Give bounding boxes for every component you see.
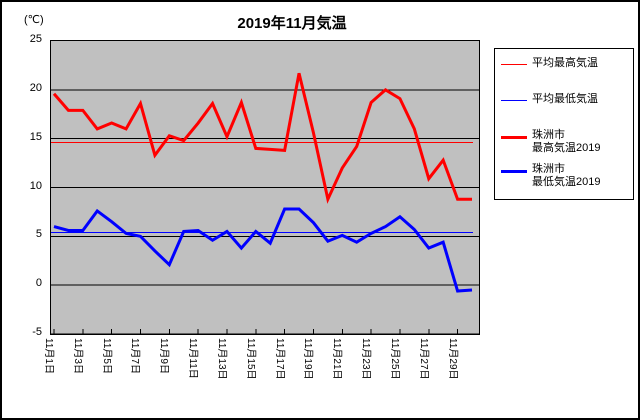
x-tick-label: 11月21日 <box>331 338 343 380</box>
plot-area <box>50 40 480 335</box>
x-tick-label: 11月13日 <box>215 338 227 380</box>
legend-item-label: 珠洲市 最高気温2019 <box>532 129 601 154</box>
x-tick-label: 11月3日 <box>71 338 83 374</box>
y-tick-label: 0 <box>35 277 42 290</box>
legend-item-label: 珠洲市 最低気温2019 <box>532 163 601 188</box>
x-tick-label: 11月9日 <box>158 338 170 374</box>
x-tick-label: 11月15日 <box>244 338 256 380</box>
x-tick-label: 11月27日 <box>417 338 429 380</box>
line-swatch-icon <box>501 64 527 65</box>
x-tick-label: 11月25日 <box>388 338 400 380</box>
plot-svg <box>51 72 479 334</box>
legend-item-label: 平均最高気温 <box>532 57 598 69</box>
line-swatch-icon <box>501 100 527 101</box>
legend-item[interactable]: 珠洲市 最高気温2019 <box>501 129 600 155</box>
y-tick-label: -5 <box>32 326 42 338</box>
line-swatch-icon <box>501 170 527 173</box>
line-swatch-icon <box>501 136 527 139</box>
chart-title: 2019年11月気温 <box>237 15 347 32</box>
x-tick-label: 11月19日 <box>302 338 314 380</box>
legend-item-label: 平均最低気温 <box>532 93 598 105</box>
y-tick-label: 10 <box>29 179 42 192</box>
x-tick-label: 11月17日 <box>273 338 285 380</box>
x-tick-label: 11月29日 <box>446 338 458 380</box>
y-tick-label: 25 <box>29 33 42 45</box>
x-tick-label: 11月5日 <box>100 338 112 374</box>
y-tick-label: 5 <box>35 228 42 241</box>
y-tick-label: 15 <box>29 130 42 143</box>
data-series-line <box>53 207 473 293</box>
data-series-line <box>52 72 472 204</box>
y-axis-unit-label: (℃) <box>24 14 44 26</box>
x-tick-label: 11月23日 <box>360 338 372 380</box>
y-tick-label: 20 <box>29 81 42 94</box>
legend-item[interactable]: 平均最高気温 <box>501 57 598 70</box>
legend-item[interactable]: 平均最低気温 <box>501 93 598 106</box>
x-tick-label: 11月7日 <box>129 338 141 374</box>
legend-item[interactable]: 珠洲市 最低気温2019 <box>501 163 600 189</box>
x-tick-label: 11月1日 <box>43 338 54 374</box>
chart-legend: 平均最高気温 平均最低気温珠洲市 最高気温2019 珠洲市 最低気温2019 <box>494 48 634 200</box>
x-tick-label: 11月11日 <box>187 338 199 379</box>
